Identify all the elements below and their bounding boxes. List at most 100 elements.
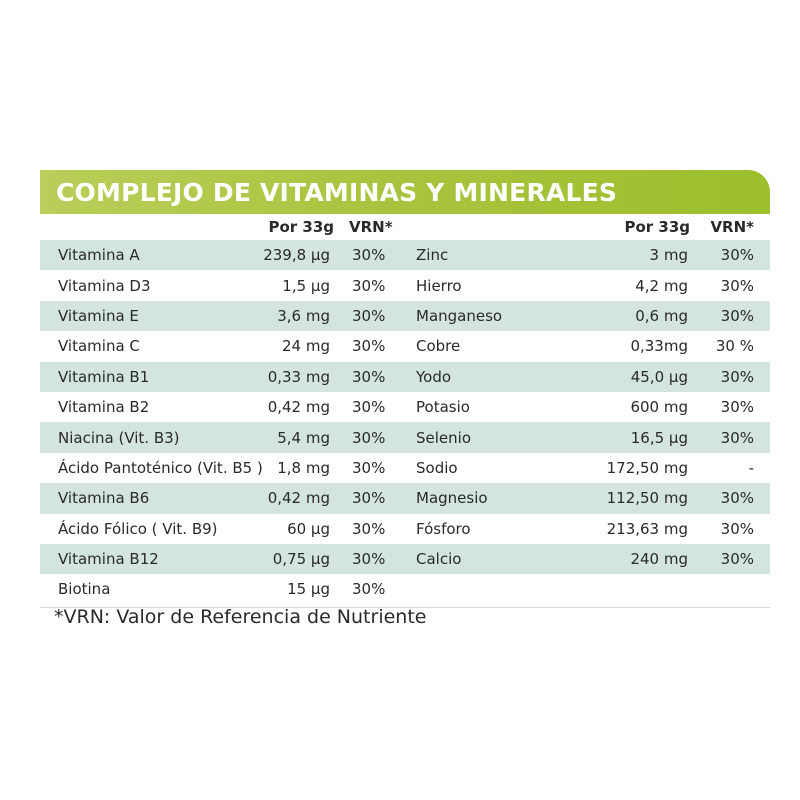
nutrient-name: Vitamina D3	[58, 276, 151, 295]
nutrition-panel: COMPLEJO DE VITAMINAS Y MINERALES Por 33…	[40, 170, 770, 608]
table-row: Potasio 600 mg 30%	[400, 392, 770, 422]
amount-column-header: Por 33g	[624, 218, 690, 236]
nutrient-amount: 16,5 µg	[630, 428, 688, 447]
table-bottom-divider	[40, 606, 770, 608]
nutrient-amount: 24 mg	[282, 337, 330, 356]
nutrition-tables: Por 33g VRN* Vitamina A 239,8 µg 30% Vitami…	[40, 214, 770, 608]
vitamins-table: Por 33g VRN* Vitamina A 239,8 µg 30% Vitami…	[40, 214, 400, 605]
nutrient-vrn: 30%	[352, 246, 386, 265]
nutrient-vrn: 30 %	[715, 337, 754, 356]
nutrient-vrn: 30%	[352, 489, 386, 508]
table-row: Calcio 240 mg 30%	[400, 543, 770, 575]
table-row: Vitamina B12 0,75 µg 30%	[40, 543, 400, 575]
table-row: Vitamina A 239,8 µg 30%	[40, 240, 400, 271]
nutrient-name: Ácido Pantoténico (Vit. B5 )	[58, 458, 263, 477]
nutrient-name: Vitamina C	[58, 337, 140, 356]
nutrient-name: Manganeso	[416, 306, 503, 325]
table-row: Vitamina D3 1,5 µg 30%	[40, 270, 400, 300]
table-row: Fósforo 213,63 mg 30%	[400, 514, 770, 544]
table-row: Ácido Fólico ( Vit. B9) 60 µg 30%	[40, 514, 400, 544]
nutrient-vrn: 30%	[720, 428, 754, 447]
nutrient-name: Magnesio	[416, 489, 488, 508]
table-row: Biotina 15 µg 30%	[40, 574, 400, 604]
nutrient-amount: 15 µg	[287, 580, 330, 599]
nutrient-name: Biotina	[58, 580, 111, 599]
nutrient-name: Vitamina B6	[58, 489, 150, 508]
nutrient-amount: 172,50 mg	[606, 458, 688, 477]
nutrient-amount: 112,50 mg	[606, 489, 688, 508]
table-row: Selenio 16,5 µg 30%	[400, 422, 770, 453]
table-title: COMPLEJO DE VITAMINAS Y MINERALES	[56, 177, 618, 207]
minerals-table: Por 33g VRN* Zinc 3 mg 30% Hierro 4,2 mg 30% M…	[400, 214, 770, 605]
table-row: Sodio 172,50 mg -	[400, 453, 770, 483]
nutrient-vrn: 30%	[720, 398, 754, 417]
nutrient-vrn: 30%	[352, 550, 386, 569]
nutrient-vrn: 30%	[352, 337, 386, 356]
nutrient-name: Vitamina E	[58, 306, 139, 325]
nutrient-name: Potasio	[416, 398, 470, 417]
table-row: Vitamina B2 0,42 mg 30%	[40, 392, 400, 422]
nutrient-name: Niacina (Vit. B3)	[58, 428, 180, 447]
nutrient-vrn: 30%	[352, 458, 386, 477]
nutrient-vrn: 30%	[352, 428, 386, 447]
nutrient-amount: 1,5 µg	[282, 276, 330, 295]
table-row: Ácido Pantoténico (Vit. B5 ) 1,8 mg 30%	[40, 453, 400, 483]
nutrient-amount: 0,6 mg	[635, 306, 688, 325]
nutrient-vrn: 30%	[352, 580, 386, 599]
nutrient-amount: 1,8 mg	[277, 458, 330, 477]
nutrient-amount: 60 µg	[287, 519, 330, 538]
nutrient-vrn: 30%	[720, 550, 754, 569]
nutrient-name: Hierro	[416, 276, 462, 295]
nutrient-name: Vitamina A	[58, 246, 140, 265]
nutrient-amount: 3 mg	[649, 246, 688, 265]
table-row: Vitamina C 24 mg 30%	[40, 331, 400, 361]
nutrient-vrn: -	[748, 458, 754, 477]
nutrient-name: Zinc	[416, 246, 449, 265]
minerals-header-row: Por 33g VRN*	[400, 214, 770, 240]
nutrient-name: Ácido Fólico ( Vit. B9)	[58, 519, 218, 538]
vrn-column-header: VRN*	[349, 218, 393, 236]
nutrient-vrn: 30%	[720, 306, 754, 325]
nutrient-vrn: 30%	[352, 398, 386, 417]
nutrient-name: Vitamina B1	[58, 367, 150, 386]
table-row: Zinc 3 mg 30%	[400, 240, 770, 271]
nutrient-amount: 213,63 mg	[606, 519, 688, 538]
table-row: Magnesio 112,50 mg 30%	[400, 483, 770, 514]
amount-column-header: Por 33g	[268, 218, 334, 236]
nutrient-amount: 0,42 mg	[267, 398, 330, 417]
table-row: Niacina (Vit. B3) 5,4 mg 30%	[40, 422, 400, 453]
nutrient-vrn: 30%	[352, 306, 386, 325]
nutrient-name: Vitamina B2	[58, 398, 150, 417]
nutrient-vrn: 30%	[352, 519, 386, 538]
nutrient-name: Sodio	[416, 458, 458, 477]
nutrient-amount: 0,75 µg	[272, 550, 330, 569]
table-row: Vitamina B6 0,42 mg 30%	[40, 483, 400, 514]
table-row: Vitamina B1 0,33 mg 30%	[40, 361, 400, 392]
nutrient-amount: 240 mg	[630, 550, 688, 569]
nutrient-amount: 0,33 mg	[267, 367, 330, 386]
nutrient-vrn: 30%	[720, 367, 754, 386]
vrn-footnote: *VRN: Valor de Referencia de Nutriente	[54, 606, 427, 628]
nutrient-name: Yodo	[416, 367, 452, 386]
nutrient-name: Fósforo	[416, 519, 471, 538]
table-row: Vitamina E 3,6 mg 30%	[40, 300, 400, 332]
nutrient-name: Selenio	[416, 428, 471, 447]
nutrient-vrn: 30%	[352, 276, 386, 295]
nutrient-name: Calcio	[416, 550, 462, 569]
nutrient-amount: 600 mg	[630, 398, 688, 417]
nutrient-vrn: 30%	[720, 246, 754, 265]
vrn-column-header: VRN*	[710, 218, 754, 236]
nutrient-name: Cobre	[416, 337, 461, 356]
table-row: Hierro 4,2 mg 30%	[400, 270, 770, 300]
vitamins-header-row: Por 33g VRN*	[40, 214, 400, 240]
nutrient-amount: 0,42 mg	[267, 489, 330, 508]
nutrient-amount: 3,6 mg	[277, 306, 330, 325]
table-row: Cobre 0,33mg 30 %	[400, 331, 770, 361]
nutrient-name: Vitamina B12	[58, 550, 159, 569]
nutrient-amount: 4,2 mg	[635, 276, 688, 295]
nutrient-vrn: 30%	[720, 276, 754, 295]
nutrient-vrn: 30%	[720, 519, 754, 538]
title-banner: COMPLEJO DE VITAMINAS Y MINERALES	[40, 170, 770, 214]
nutrient-vrn: 30%	[352, 367, 386, 386]
table-row: Manganeso 0,6 mg 30%	[400, 300, 770, 332]
